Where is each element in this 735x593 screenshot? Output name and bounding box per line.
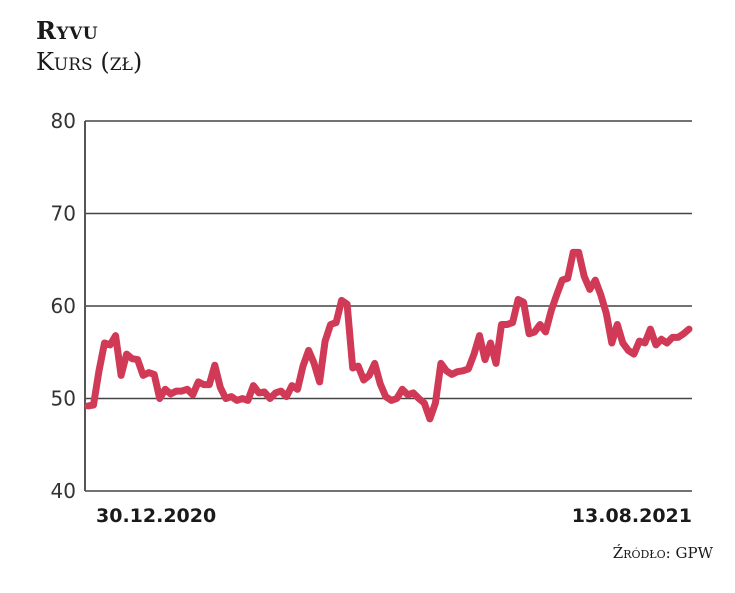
y-tick-labels: 40 50 60 70 80 (51, 109, 76, 503)
source-note: Źródło: GPW (612, 544, 713, 562)
gridlines (85, 120, 692, 492)
chart-subtitle: Kurs (zł) (36, 48, 143, 76)
x-tick-end: 13.08.2021 (572, 505, 692, 527)
y-tick-label: 70 (51, 202, 76, 226)
x-tick-start: 30.12.2020 (96, 505, 216, 527)
price-line (84, 248, 693, 423)
y-tick-label: 40 (51, 479, 76, 503)
y-tick-label: 50 (51, 387, 76, 411)
y-tick-label: 80 (51, 109, 76, 133)
chart-title: Ryvu (36, 16, 99, 45)
y-tick-label: 60 (51, 294, 76, 318)
